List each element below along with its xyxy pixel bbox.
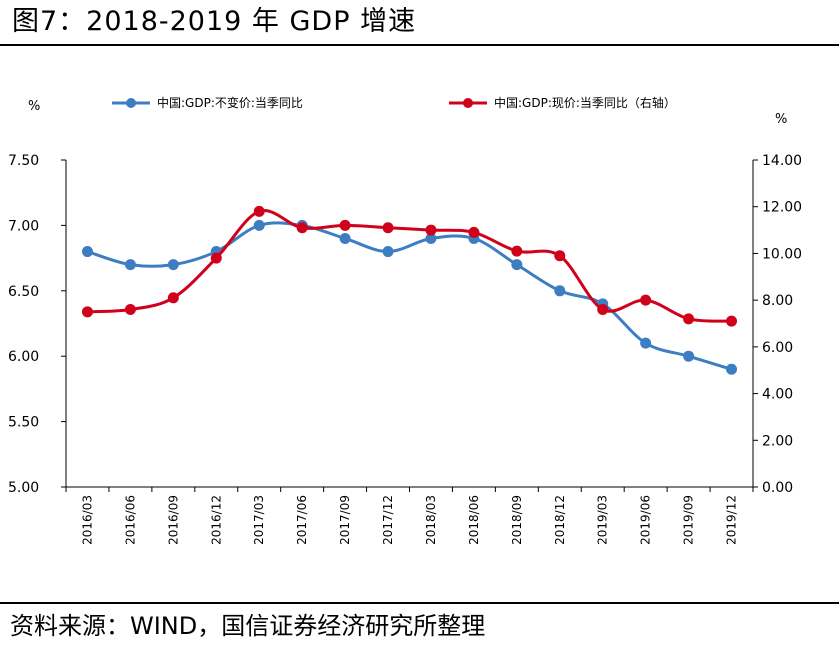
figure-title: 图7：2018-2019 年 GDP 增速 bbox=[12, 6, 417, 37]
data-point-series-2 bbox=[167, 292, 179, 304]
data-point-series-2 bbox=[640, 294, 652, 306]
left-tick-label: 6.50 bbox=[8, 284, 39, 300]
x-tick-label: 2016/06 bbox=[123, 495, 137, 545]
data-point-series-2 bbox=[124, 303, 136, 315]
right-tick-label: 6.00 bbox=[762, 340, 793, 356]
data-point-series-2 bbox=[296, 222, 308, 234]
series-line-2 bbox=[87, 209, 732, 323]
data-point-series-2 bbox=[253, 205, 265, 217]
legend-label-series-2: 中国:GDP:现价:当季同比（右轴） bbox=[494, 95, 676, 110]
data-point-series-1 bbox=[124, 259, 136, 271]
title-rule bbox=[0, 44, 839, 46]
data-point-series-1 bbox=[726, 363, 738, 375]
line-chart: % % 中国:GDP:不变价:当季同比 中国:GDP:现价:当季同比（右轴） 5… bbox=[8, 95, 802, 545]
data-point-series-1 bbox=[511, 259, 523, 271]
left-tick-label: 6.00 bbox=[8, 349, 39, 365]
legend: 中国:GDP:不变价:当季同比 中国:GDP:现价:当季同比（右轴） bbox=[112, 95, 676, 110]
right-tick-label: 14.00 bbox=[762, 153, 802, 169]
data-point-series-1 bbox=[81, 246, 93, 258]
left-tick-label: 5.00 bbox=[8, 480, 39, 496]
x-tick-label: 2019/12 bbox=[725, 495, 739, 545]
left-axis-unit: % bbox=[28, 99, 40, 114]
x-tick-label: 2017/03 bbox=[252, 495, 266, 545]
series-layer bbox=[81, 205, 738, 375]
left-tick-label: 5.50 bbox=[8, 415, 39, 431]
right-tick-label: 10.00 bbox=[762, 246, 802, 262]
data-point-series-2 bbox=[210, 252, 222, 264]
right-axis-unit: % bbox=[775, 112, 787, 127]
data-point-series-2 bbox=[683, 313, 695, 325]
figure-source: 资料来源：WIND，国信证券经济研究所整理 bbox=[10, 612, 486, 640]
data-point-series-2 bbox=[382, 222, 394, 234]
data-point-series-2 bbox=[468, 226, 480, 238]
legend-item-series-2: 中国:GDP:现价:当季同比（右轴） bbox=[449, 95, 676, 110]
x-axis-ticks: 2016/03 2016/06 2016/09 2016/12 2017/03 2017/… bbox=[65, 487, 754, 545]
data-point-series-2 bbox=[81, 306, 93, 318]
right-tick-label: 8.00 bbox=[762, 293, 793, 309]
data-point-series-1 bbox=[253, 219, 265, 231]
data-point-series-1 bbox=[425, 232, 437, 244]
chart-frame bbox=[65, 160, 754, 488]
x-tick-label: 2016/03 bbox=[80, 495, 94, 545]
series-1 bbox=[81, 219, 738, 375]
right-tick-label: 2.00 bbox=[762, 433, 793, 449]
x-tick-label: 2018/09 bbox=[510, 495, 524, 545]
x-tick-label: 2016/12 bbox=[209, 495, 223, 545]
data-point-series-2 bbox=[339, 219, 351, 231]
legend-marker-series-2 bbox=[463, 98, 473, 108]
x-tick-label: 2019/06 bbox=[639, 495, 653, 545]
right-tick-label: 4.00 bbox=[762, 387, 793, 403]
data-point-series-1 bbox=[382, 246, 394, 258]
x-tick-label: 2018/12 bbox=[553, 495, 567, 545]
right-tick-label: 12.00 bbox=[762, 200, 802, 216]
x-tick-label: 2017/12 bbox=[381, 495, 395, 545]
data-point-series-2 bbox=[511, 245, 523, 257]
data-point-series-1 bbox=[640, 337, 652, 349]
legend-marker-series-1 bbox=[126, 98, 136, 108]
data-point-series-2 bbox=[597, 303, 609, 315]
data-point-series-2 bbox=[726, 315, 738, 327]
legend-label-series-1: 中国:GDP:不变价:当季同比 bbox=[157, 95, 303, 110]
right-tick-label: 0.00 bbox=[762, 480, 793, 496]
source-rule bbox=[0, 602, 839, 604]
x-tick-label: 2018/03 bbox=[424, 495, 438, 545]
data-point-series-2 bbox=[554, 250, 566, 262]
x-tick-label: 2019/09 bbox=[682, 495, 696, 545]
x-tick-label: 2019/03 bbox=[596, 495, 610, 545]
left-tick-label: 7.00 bbox=[8, 218, 39, 234]
data-point-series-2 bbox=[425, 224, 437, 236]
left-axis-ticks: 5.00 5.50 6.00 6.50 7.00 7.50 bbox=[8, 153, 66, 496]
data-point-series-1 bbox=[554, 285, 566, 297]
left-tick-label: 7.50 bbox=[8, 153, 39, 169]
series-line-1 bbox=[87, 221, 732, 371]
right-axis-ticks: 0.00 2.00 4.00 6.00 8.00 10.00 12.00 14.00 bbox=[753, 153, 802, 496]
data-point-series-1 bbox=[339, 232, 351, 244]
data-point-series-1 bbox=[683, 350, 695, 362]
series-2 bbox=[81, 205, 738, 327]
data-point-series-1 bbox=[167, 259, 179, 271]
x-tick-label: 2017/09 bbox=[338, 495, 352, 545]
legend-item-series-1: 中国:GDP:不变价:当季同比 bbox=[112, 95, 303, 110]
x-tick-label: 2016/09 bbox=[166, 495, 180, 545]
x-tick-label: 2017/06 bbox=[295, 495, 309, 545]
x-tick-label: 2018/06 bbox=[467, 495, 481, 545]
